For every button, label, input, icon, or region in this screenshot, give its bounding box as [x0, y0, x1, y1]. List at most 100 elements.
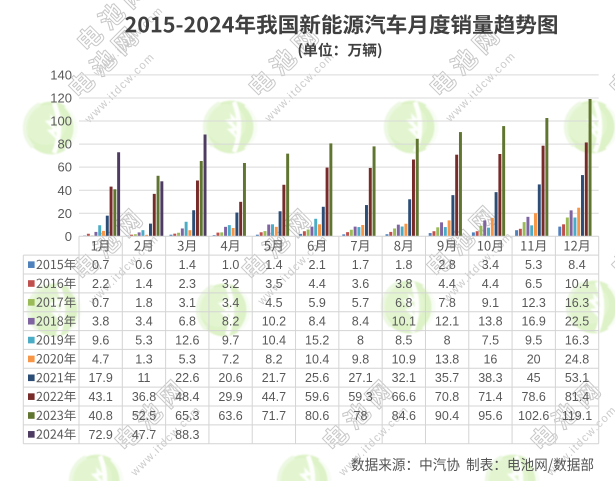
svg-text:3.8: 3.8	[92, 315, 109, 329]
svg-text:2.2: 2.2	[92, 277, 109, 291]
svg-text:90.4: 90.4	[435, 409, 459, 423]
svg-text:20.6: 20.6	[218, 371, 242, 385]
svg-text:45: 45	[527, 371, 541, 385]
svg-text:1.4: 1.4	[265, 258, 282, 272]
svg-text:80.6: 80.6	[305, 409, 329, 423]
svg-text:12.1: 12.1	[435, 315, 459, 329]
svg-text:4.4: 4.4	[482, 277, 499, 291]
svg-text:22.6: 22.6	[175, 371, 199, 385]
svg-text:9.5: 9.5	[525, 334, 542, 348]
svg-text:8.2: 8.2	[265, 352, 282, 366]
svg-text:6.8: 6.8	[179, 315, 196, 329]
svg-text:1.4: 1.4	[135, 277, 152, 291]
svg-text:65.3: 65.3	[175, 409, 199, 423]
svg-text:88.3: 88.3	[175, 428, 199, 442]
svg-text:78: 78	[354, 409, 368, 423]
svg-text:4.5: 4.5	[265, 296, 282, 310]
svg-text:32.1: 32.1	[392, 371, 416, 385]
svg-text:9.7: 9.7	[222, 334, 239, 348]
svg-text:80: 80	[58, 137, 72, 152]
svg-text:10.9: 10.9	[392, 352, 416, 366]
svg-text:36.8: 36.8	[132, 390, 156, 404]
svg-text:120: 120	[50, 91, 72, 106]
svg-text:8.4: 8.4	[352, 315, 369, 329]
svg-text:4.4: 4.4	[438, 277, 455, 291]
svg-text:13.8: 13.8	[478, 315, 502, 329]
svg-text:1.8: 1.8	[395, 258, 412, 272]
svg-text:63.6: 63.6	[218, 409, 242, 423]
svg-text:12.3: 12.3	[522, 296, 546, 310]
svg-text:27.1: 27.1	[348, 371, 372, 385]
svg-text:16.9: 16.9	[522, 315, 546, 329]
svg-text:13.8: 13.8	[435, 352, 459, 366]
svg-text:7.2: 7.2	[222, 352, 239, 366]
svg-text:10.1: 10.1	[392, 315, 416, 329]
svg-text:3.4: 3.4	[482, 258, 499, 272]
svg-text:4.7: 4.7	[92, 352, 109, 366]
svg-text:38.3: 38.3	[478, 371, 502, 385]
svg-text:2.1: 2.1	[309, 258, 326, 272]
svg-text:78.6: 78.6	[522, 390, 546, 404]
svg-text:140: 140	[50, 68, 72, 83]
svg-text:8.4: 8.4	[309, 315, 326, 329]
svg-text:102.6: 102.6	[518, 409, 549, 423]
svg-text:119.1: 119.1	[562, 409, 592, 423]
svg-text:9.1: 9.1	[482, 296, 499, 310]
svg-text:3.4: 3.4	[222, 296, 239, 310]
svg-text:15.2: 15.2	[305, 334, 329, 348]
svg-text:66.6: 66.6	[392, 390, 416, 404]
svg-text:16.3: 16.3	[565, 296, 589, 310]
svg-text:8: 8	[357, 334, 364, 348]
svg-text:25.6: 25.6	[305, 371, 329, 385]
svg-text:3.5: 3.5	[265, 277, 282, 291]
svg-text:71.7: 71.7	[262, 409, 286, 423]
svg-text:8.4: 8.4	[568, 258, 585, 272]
svg-text:72.9: 72.9	[89, 428, 113, 442]
svg-text:9.8: 9.8	[352, 352, 369, 366]
svg-text:4.4: 4.4	[309, 277, 326, 291]
svg-text:5.9: 5.9	[309, 296, 326, 310]
svg-text:70.8: 70.8	[435, 390, 459, 404]
svg-text:44.7: 44.7	[262, 390, 286, 404]
svg-text:10.2: 10.2	[262, 315, 286, 329]
svg-text:20: 20	[58, 206, 72, 221]
svg-text:12.6: 12.6	[175, 334, 199, 348]
svg-text:3.6: 3.6	[352, 277, 369, 291]
svg-text:1.4: 1.4	[179, 258, 196, 272]
svg-text:3.4: 3.4	[135, 315, 152, 329]
svg-text:47.7: 47.7	[132, 428, 156, 442]
svg-text:5.3: 5.3	[525, 258, 542, 272]
svg-text:16: 16	[483, 352, 497, 366]
svg-text:0.7: 0.7	[92, 296, 109, 310]
svg-text:3.2: 3.2	[222, 277, 239, 291]
svg-text:40: 40	[58, 183, 72, 198]
svg-text:6.5: 6.5	[525, 277, 542, 291]
svg-text:3.1: 3.1	[179, 296, 196, 310]
svg-text:1.8: 1.8	[135, 296, 152, 310]
svg-text:9.6: 9.6	[92, 334, 109, 348]
svg-text:0.6: 0.6	[135, 258, 152, 272]
svg-text:2.3: 2.3	[179, 277, 196, 291]
svg-text:43.1: 43.1	[89, 390, 113, 404]
svg-text:24.8: 24.8	[565, 352, 589, 366]
svg-text:6.8: 6.8	[395, 296, 412, 310]
svg-text:5.3: 5.3	[135, 334, 152, 348]
svg-text:35.7: 35.7	[435, 371, 459, 385]
svg-text:100: 100	[50, 114, 72, 129]
svg-text:0.7: 0.7	[92, 258, 109, 272]
svg-text:40.8: 40.8	[89, 409, 113, 423]
svg-text:16.3: 16.3	[565, 334, 589, 348]
svg-text:81.4: 81.4	[565, 390, 589, 404]
svg-text:20: 20	[527, 352, 541, 366]
svg-text:71.4: 71.4	[478, 390, 502, 404]
svg-text:22.5: 22.5	[565, 315, 589, 329]
svg-text:1.0: 1.0	[222, 258, 239, 272]
svg-text:1.3: 1.3	[135, 352, 152, 366]
svg-text:60: 60	[58, 160, 72, 175]
svg-text:10.4: 10.4	[565, 277, 589, 291]
svg-text:84.6: 84.6	[392, 409, 416, 423]
svg-text:17.9: 17.9	[89, 371, 113, 385]
svg-text:1.7: 1.7	[352, 258, 369, 272]
svg-text:5.3: 5.3	[179, 352, 196, 366]
svg-text:48.4: 48.4	[175, 390, 199, 404]
